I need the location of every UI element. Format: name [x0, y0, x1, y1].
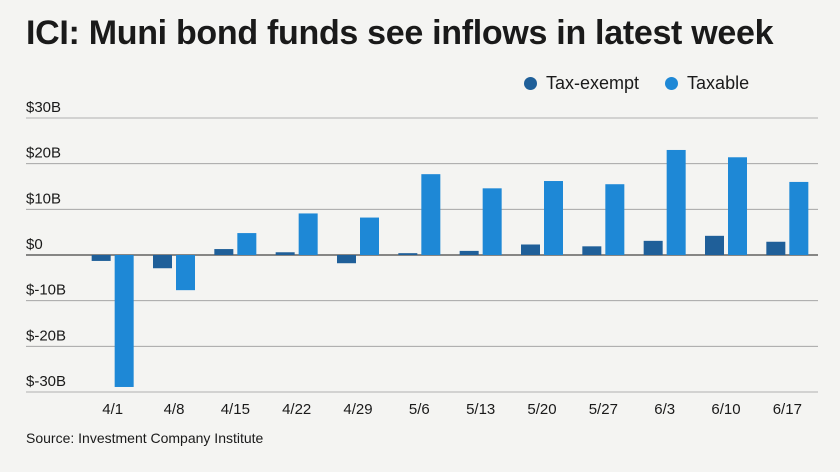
bar-taxable — [298, 213, 318, 255]
bar-taxable — [114, 255, 134, 387]
y-tick-label: $10B — [26, 190, 61, 207]
bar-tax-exempt — [214, 249, 234, 255]
bar-tax-exempt — [459, 250, 479, 255]
bar-taxable — [176, 255, 195, 291]
bar-taxable — [605, 184, 625, 255]
bar-taxable — [666, 149, 686, 255]
legend-label-taxable: Taxable — [687, 73, 750, 93]
x-tick-label: 5/20 — [527, 401, 556, 418]
bar-taxable — [789, 181, 809, 255]
bar-tax-exempt — [705, 235, 724, 255]
bar-tax-exempt — [153, 255, 172, 269]
bar-taxable — [728, 157, 747, 255]
legend: Tax-exempt Taxable — [524, 73, 749, 94]
x-tick-label: 6/3 — [654, 401, 675, 418]
y-tick-label: $30B — [26, 99, 61, 116]
x-tick-label: 6/17 — [773, 401, 802, 418]
source-note: Source: Investment Company Institute — [26, 430, 264, 446]
bar-tax-exempt — [766, 241, 786, 255]
x-tick-label: 6/10 — [711, 401, 740, 418]
y-tick-label: $-20B — [26, 327, 66, 344]
bar-taxable — [421, 174, 441, 255]
chart-title: ICI: Muni bond funds see inflows in late… — [26, 14, 774, 52]
x-tick-label: 5/6 — [409, 401, 430, 418]
x-tick-label: 4/1 — [102, 401, 123, 418]
bar-tax-exempt — [582, 246, 602, 255]
x-tick-label: 4/29 — [343, 401, 372, 418]
legend-item-taxable: Taxable — [665, 73, 749, 94]
bar-taxable — [544, 181, 563, 255]
bar-taxable — [360, 217, 379, 255]
x-tick-label: 5/13 — [466, 401, 495, 418]
y-tick-label: $20B — [26, 145, 61, 162]
bar-tax-exempt — [398, 253, 418, 255]
legend-label-tax-exempt: Tax-exempt — [546, 73, 640, 93]
y-tick-label: $-30B — [26, 373, 66, 390]
bar-tax-exempt — [643, 240, 663, 255]
y-tick-label: $0 — [26, 236, 43, 253]
bar-tax-exempt — [91, 255, 111, 261]
x-tick-label: 4/15 — [221, 401, 250, 418]
bar-tax-exempt — [521, 244, 540, 255]
x-tick-label: 4/22 — [282, 401, 311, 418]
legend-item-tax-exempt: Tax-exempt — [524, 73, 639, 94]
y-tick-label: $-10B — [26, 282, 66, 299]
legend-swatch-tax-exempt — [524, 77, 537, 90]
legend-swatch-taxable — [665, 77, 679, 90]
bar-tax-exempt — [275, 252, 295, 255]
x-tick-label: 5/27 — [589, 401, 618, 418]
bar-taxable — [237, 233, 257, 255]
bar-taxable — [482, 188, 502, 255]
x-tick-label: 4/8 — [164, 401, 185, 418]
bar-tax-exempt — [337, 255, 356, 264]
